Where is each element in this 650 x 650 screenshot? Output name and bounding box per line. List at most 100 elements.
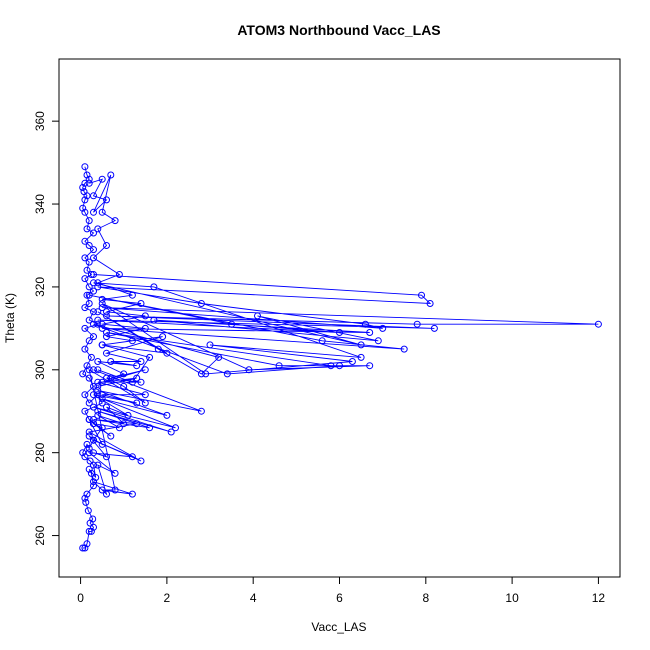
data-point	[137, 378, 145, 386]
data-point	[206, 341, 214, 349]
data-point	[215, 353, 223, 361]
data-point	[90, 192, 97, 200]
data-point	[361, 320, 369, 328]
y-tick-label: 260	[33, 525, 47, 545]
data-point	[124, 411, 132, 419]
data-point	[103, 349, 110, 357]
data-point	[85, 465, 93, 473]
series-line	[89, 274, 599, 383]
data-point	[94, 279, 102, 287]
data-point	[418, 291, 425, 299]
data-point	[83, 362, 91, 370]
data-point	[128, 490, 136, 498]
y-tick-label: 280	[33, 442, 47, 462]
data-point	[85, 432, 93, 440]
data-point	[103, 242, 110, 249]
data-point	[94, 283, 102, 291]
data-point	[81, 391, 89, 399]
data-point	[83, 440, 91, 448]
data-point	[90, 391, 97, 399]
data-point	[83, 490, 91, 498]
data-point	[146, 424, 154, 432]
data-point	[90, 523, 97, 531]
data-point	[90, 436, 97, 444]
data-point	[85, 445, 93, 452]
data-point	[94, 461, 102, 469]
data-point	[85, 337, 93, 345]
data-point	[85, 300, 93, 307]
data-point	[81, 237, 89, 245]
data-point	[82, 498, 90, 506]
data-point	[81, 544, 89, 552]
data-point	[89, 515, 97, 523]
data-point	[172, 424, 179, 432]
data-point	[141, 324, 149, 332]
data-point	[137, 358, 145, 365]
data-point	[146, 353, 154, 361]
data-point	[81, 179, 89, 187]
data-point	[90, 229, 97, 237]
data-point	[90, 308, 97, 316]
data-point	[430, 324, 438, 332]
data-point	[413, 320, 421, 328]
data-point	[85, 175, 93, 183]
data-point	[254, 312, 261, 320]
x-axis-label: Vacc_LAS	[311, 620, 366, 634]
x-tick-label: 4	[250, 591, 257, 605]
data-point	[94, 225, 102, 233]
data-point	[84, 507, 92, 515]
data-point	[85, 374, 93, 382]
data-point	[357, 341, 365, 349]
data-point	[336, 362, 343, 370]
y-tick-label: 340	[33, 194, 47, 214]
data-point	[103, 453, 110, 461]
data-point	[85, 179, 93, 187]
data-point	[107, 171, 115, 179]
data-point	[245, 366, 253, 374]
data-point	[141, 312, 149, 320]
data-point	[154, 345, 162, 353]
data-point	[103, 490, 110, 498]
data-point	[85, 217, 93, 225]
data-point	[348, 358, 356, 365]
data-point	[318, 337, 326, 345]
data-point	[90, 449, 97, 457]
data-point	[98, 320, 106, 328]
data-point	[133, 362, 141, 370]
data-point	[90, 271, 97, 278]
data-point	[86, 457, 94, 465]
data-point	[85, 291, 93, 299]
data-point	[94, 378, 102, 386]
x-tick-label: 0	[77, 591, 84, 605]
data-point	[81, 275, 89, 283]
series-line	[87, 368, 202, 496]
data-point	[103, 312, 110, 320]
data-point	[426, 300, 434, 307]
data-point	[90, 333, 97, 341]
data-point	[137, 300, 145, 307]
data-point	[228, 320, 236, 328]
data-point	[163, 411, 171, 419]
data-point	[357, 353, 365, 361]
data-point	[81, 304, 89, 312]
x-axis: 0 2 4 6 8 10 12	[77, 576, 605, 605]
data-point	[85, 283, 93, 291]
y-axis-label: Theta (K)	[3, 293, 17, 343]
data-point	[83, 266, 91, 274]
data-point	[141, 366, 149, 374]
data-point	[80, 188, 88, 196]
data-point	[159, 333, 167, 341]
data-point	[128, 337, 136, 345]
y-tick-label: 300	[33, 359, 47, 379]
y-tick-label: 360	[33, 111, 47, 131]
data-point	[133, 374, 141, 382]
data-point	[223, 370, 231, 378]
data-point	[79, 204, 87, 212]
data-point	[336, 329, 343, 336]
x-tick-label: 10	[505, 591, 519, 605]
data-point	[98, 304, 106, 312]
plot-area	[58, 58, 621, 578]
data-point	[137, 457, 145, 465]
data-point	[103, 403, 110, 411]
data-point	[90, 478, 97, 486]
